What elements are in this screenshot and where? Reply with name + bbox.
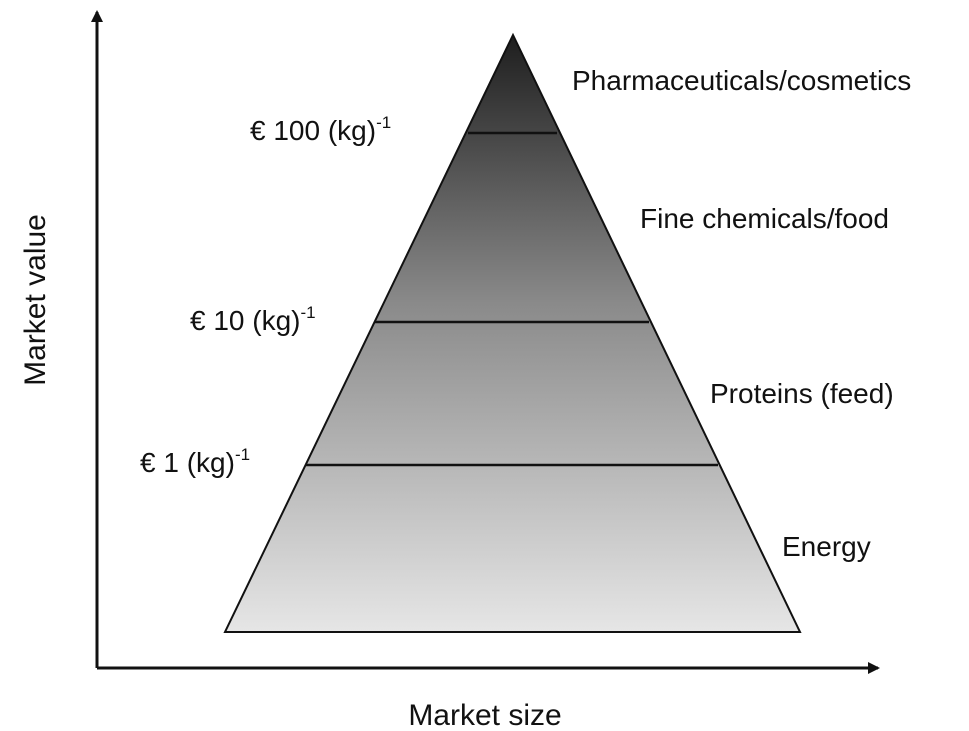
price-text: € 10 (kg) [190,305,301,336]
price-label: € 10 (kg)-1 [190,303,316,336]
pyramid [223,32,802,633]
x-axis-label: Market size [408,699,561,731]
tier-label: Energy [782,531,871,562]
price-label: € 100 (kg)-1 [250,113,391,146]
price-exponent: -1 [301,303,316,322]
price-exponent: -1 [235,445,250,464]
tier-label: Pharmaceuticals/cosmetics [572,65,911,96]
price-exponent: -1 [376,113,391,132]
price-text: € 1 (kg) [140,447,235,478]
tier-label: Fine chemicals/food [640,203,889,234]
price-label: € 1 (kg)-1 [140,445,250,478]
y-axis-label: Market value [19,214,52,386]
tier-label: Proteins (feed) [710,378,894,409]
price-text: € 100 (kg) [250,115,376,146]
